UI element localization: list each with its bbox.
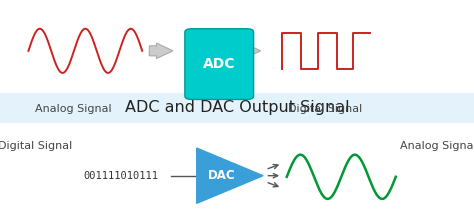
Text: ADC: ADC xyxy=(203,57,236,71)
Polygon shape xyxy=(197,148,263,203)
Text: Digital Signal: Digital Signal xyxy=(288,104,362,114)
Text: ADC and DAC Output Signal: ADC and DAC Output Signal xyxy=(125,100,349,115)
Text: Analog Signal: Analog Signal xyxy=(400,141,474,151)
FancyArrow shape xyxy=(149,43,173,59)
Text: 001111010111: 001111010111 xyxy=(83,171,158,181)
Text: Digital Signal: Digital Signal xyxy=(0,141,73,151)
Text: Analog Signal: Analog Signal xyxy=(35,104,112,114)
FancyBboxPatch shape xyxy=(185,29,254,99)
FancyArrow shape xyxy=(244,43,261,59)
Bar xyxy=(0,93,474,123)
Text: DAC: DAC xyxy=(208,169,236,182)
